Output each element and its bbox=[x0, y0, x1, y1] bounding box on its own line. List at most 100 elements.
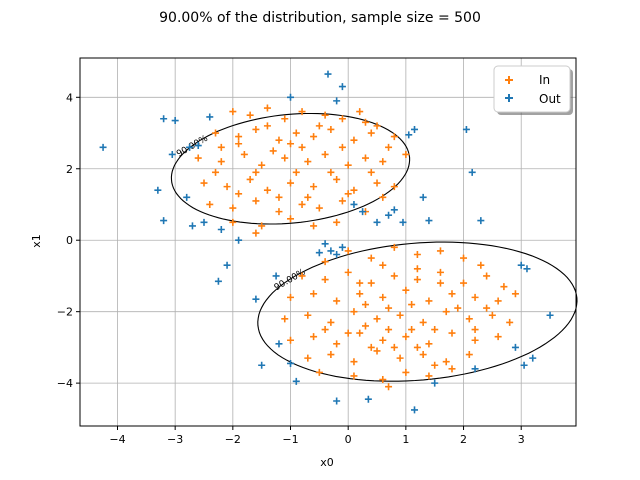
point-in bbox=[431, 326, 439, 334]
point-in bbox=[361, 118, 369, 126]
point-in bbox=[338, 115, 346, 123]
point-out bbox=[186, 143, 194, 151]
point-out bbox=[338, 83, 346, 91]
point-in bbox=[287, 140, 295, 148]
point-out bbox=[217, 225, 225, 233]
point-out bbox=[359, 208, 367, 216]
point-out bbox=[292, 377, 300, 385]
point-in bbox=[356, 329, 364, 337]
point-in bbox=[402, 150, 410, 158]
point-out bbox=[350, 200, 358, 208]
point-in bbox=[281, 315, 289, 323]
point-out bbox=[333, 251, 341, 259]
point-in bbox=[483, 272, 491, 280]
point-in bbox=[252, 197, 260, 205]
point-in bbox=[292, 168, 300, 176]
point-in bbox=[379, 193, 387, 201]
point-in bbox=[488, 311, 496, 319]
point-in bbox=[419, 318, 427, 326]
point-in bbox=[483, 304, 491, 312]
point-out bbox=[471, 365, 479, 373]
point-in bbox=[436, 268, 444, 276]
point-in bbox=[252, 229, 260, 237]
y-tick-label: 2 bbox=[66, 163, 73, 176]
point-in bbox=[413, 276, 421, 284]
point-in bbox=[413, 265, 421, 273]
point-out bbox=[160, 217, 168, 225]
point-in bbox=[281, 154, 289, 162]
point-in bbox=[333, 297, 341, 305]
point-in bbox=[373, 347, 381, 355]
point-out bbox=[200, 218, 208, 226]
x-tick-label: −3 bbox=[167, 433, 183, 446]
point-in bbox=[217, 158, 225, 166]
point-in bbox=[327, 168, 335, 176]
point-out bbox=[411, 125, 419, 133]
point-in bbox=[258, 222, 266, 230]
point-in bbox=[402, 368, 410, 376]
point-in bbox=[436, 279, 444, 287]
point-in bbox=[298, 143, 306, 151]
point-out bbox=[214, 277, 222, 285]
point-out bbox=[477, 217, 485, 225]
point-out bbox=[405, 131, 413, 139]
point-in bbox=[494, 297, 502, 305]
point-in bbox=[402, 333, 410, 341]
point-out bbox=[168, 150, 176, 158]
point-in bbox=[252, 125, 260, 133]
x-tick-label: 0 bbox=[345, 433, 352, 446]
point-in bbox=[275, 193, 283, 201]
point-in bbox=[310, 183, 318, 191]
point-in bbox=[321, 258, 329, 266]
point-in bbox=[379, 293, 387, 301]
contours: 90.00%90.00% bbox=[170, 112, 578, 382]
point-in bbox=[344, 161, 352, 169]
point-out bbox=[223, 261, 231, 269]
point-out bbox=[468, 168, 476, 176]
point-in bbox=[344, 329, 352, 337]
x-tick-label: −4 bbox=[109, 433, 125, 446]
point-in bbox=[304, 354, 312, 362]
point-in bbox=[460, 279, 468, 287]
point-in bbox=[287, 293, 295, 301]
point-in bbox=[390, 243, 398, 251]
point-in bbox=[344, 268, 352, 276]
point-out bbox=[315, 249, 323, 257]
point-in bbox=[471, 293, 479, 301]
y-tick-label: 0 bbox=[66, 234, 73, 247]
point-out bbox=[321, 240, 329, 248]
legend: In Out bbox=[493, 65, 573, 115]
point-in bbox=[471, 326, 479, 334]
point-in bbox=[321, 111, 329, 119]
point-in bbox=[333, 340, 341, 348]
point-in bbox=[390, 183, 398, 191]
point-in bbox=[465, 351, 473, 359]
point-in bbox=[310, 133, 318, 141]
x-axis-label: x0 bbox=[320, 456, 334, 469]
point-in bbox=[287, 336, 295, 344]
point-in bbox=[315, 368, 323, 376]
point-in bbox=[448, 329, 456, 337]
point-in bbox=[304, 311, 312, 319]
point-out bbox=[333, 97, 341, 105]
point-in bbox=[460, 254, 468, 262]
point-in bbox=[436, 247, 444, 255]
legend-marker-out bbox=[505, 94, 513, 102]
point-out bbox=[399, 218, 407, 226]
point-in bbox=[217, 143, 225, 151]
point-in bbox=[413, 343, 421, 351]
point-in bbox=[356, 279, 364, 287]
axis-ticks: −4 −3 −2 −1 0 1 2 3 −4 −2 0 2 4 bbox=[57, 91, 525, 446]
point-in bbox=[379, 261, 387, 269]
point-in bbox=[310, 290, 318, 298]
point-in bbox=[350, 136, 358, 144]
point-out bbox=[287, 359, 295, 367]
point-in bbox=[448, 290, 456, 298]
y-tick-label: −2 bbox=[57, 306, 73, 319]
plot-frame bbox=[79, 57, 577, 427]
point-in bbox=[235, 133, 243, 141]
x-tick-label: −2 bbox=[225, 433, 241, 446]
point-in bbox=[298, 200, 306, 208]
point-in bbox=[315, 122, 323, 130]
point-out bbox=[385, 211, 393, 219]
